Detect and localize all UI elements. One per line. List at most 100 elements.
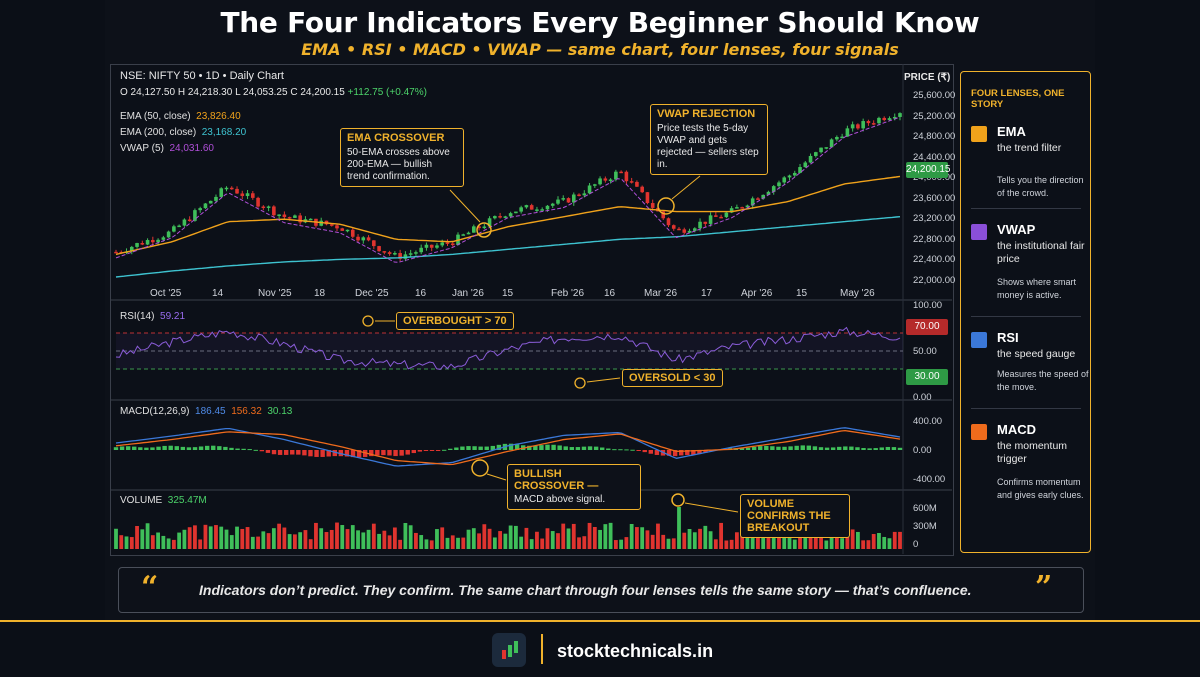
macd-label: MACD(12,26,9): [120, 406, 190, 417]
candle-body: [566, 198, 571, 203]
macd-tick-400: 400.00: [913, 416, 943, 427]
candle-body: [198, 208, 202, 211]
price-axis-title: PRICE (₹): [904, 72, 951, 83]
candle-body: [729, 208, 734, 213]
panel-ema-sub: the trend filter: [997, 142, 1062, 154]
candle-body: [382, 251, 387, 253]
rsi-band: [116, 333, 903, 369]
macd-histogram-bar: [587, 446, 593, 450]
volume-bar: [556, 533, 560, 549]
candle-body: [771, 186, 776, 192]
volume-bar: [266, 533, 271, 549]
volume-bar: [256, 536, 260, 549]
candle-body: [129, 246, 134, 252]
volume-bar: [724, 540, 729, 549]
volume-bar: [324, 532, 329, 549]
price-tick: 22,800.00: [913, 233, 956, 245]
candle-body: [161, 237, 166, 240]
candle-body: [545, 205, 550, 210]
volume-bar: [208, 526, 213, 549]
x-tick-label: 17: [701, 288, 713, 299]
volume-bar: [803, 528, 808, 549]
volume-bar: [824, 540, 829, 549]
volume-bar: [866, 540, 871, 549]
brand-name[interactable]: stocktechnicals.in: [557, 641, 714, 661]
volume-bar: [335, 522, 339, 549]
candle-body: [193, 210, 197, 221]
macd-histogram-bar: [369, 450, 374, 457]
candle-body: [498, 216, 502, 218]
volume-bar: [877, 533, 881, 549]
candle-body: [329, 224, 334, 226]
macd-histogram-bar: [861, 448, 866, 450]
macd-histogram-bar: [441, 449, 447, 451]
macd-histogram-bar: [600, 447, 605, 450]
candle-body: [235, 188, 239, 194]
macd-histogram-bar: [739, 448, 745, 450]
macd-histogram-bar: [891, 447, 897, 450]
quote-text: Indicators don’t predict. They confirm. …: [199, 582, 972, 598]
volume-bar: [403, 522, 408, 549]
volume-bar: [182, 529, 187, 549]
candle-body: [687, 230, 692, 233]
macd-histogram-bar: [551, 444, 556, 450]
candle-body: [524, 205, 529, 208]
macd-histogram-bar: [186, 447, 192, 450]
candle-body: [424, 244, 429, 248]
candle-body: [719, 216, 723, 219]
candle-body: [151, 240, 155, 243]
macd-histogram-bar: [174, 446, 179, 450]
legend-ema50: EMA (50, close) 23,826.40: [120, 111, 241, 122]
macd-histogram-bar: [223, 446, 228, 450]
volume-bar: [645, 530, 650, 549]
volume-bar: [503, 533, 508, 549]
x-tick-label: 16: [604, 288, 616, 299]
macd-histogram-bar: [612, 449, 617, 451]
panel-divider: [971, 208, 1081, 209]
volume-bar: [140, 529, 145, 549]
candle-body: [408, 253, 413, 255]
macd-histogram-bar: [180, 446, 186, 450]
macd-line: [115, 427, 901, 467]
macd-histogram-bar: [460, 446, 465, 450]
candle-body: [603, 178, 608, 181]
macd-histogram-bar: [782, 446, 787, 450]
macd-histogram-bar: [630, 449, 635, 451]
macd-histogram-bar: [563, 446, 568, 450]
macd-v3: 30.13: [267, 406, 293, 417]
candle-body: [787, 175, 792, 178]
macd-histogram-bar: [545, 444, 550, 450]
ema-crossover-callout: EMA CROSSOVER 50-EMA crosses above 200-E…: [340, 128, 464, 187]
candle-body: [287, 217, 292, 219]
macd-histogram-bar: [247, 449, 252, 451]
candle-body: [640, 186, 644, 193]
overbought-label: OVERBOUGHT > 70: [396, 312, 514, 330]
volume-bar: [561, 523, 566, 549]
volume-bar: [513, 525, 518, 549]
macd-histogram-bar: [490, 445, 496, 450]
candle-body: [519, 207, 523, 212]
rsi-30-tag: 30.00: [906, 369, 948, 385]
x-tick-label: Feb '26: [551, 288, 585, 299]
volume-bar: [492, 537, 497, 549]
macd-histogram-bar: [879, 447, 884, 450]
macd-histogram-bar: [703, 450, 708, 453]
volume-bar: [598, 529, 602, 549]
volume-bar: [429, 540, 434, 549]
macd-histogram-bar: [283, 450, 289, 455]
macd-histogram-bar: [290, 450, 295, 455]
macd-histogram-bar: [849, 446, 854, 450]
macd-histogram-bar: [132, 446, 137, 450]
rsi-legend: RSI(14) 59.21: [120, 311, 185, 322]
macd-histogram-bar: [745, 447, 751, 450]
volume-bar: [250, 536, 255, 549]
macd-histogram-bar: [229, 447, 234, 450]
macd-histogram-bar: [211, 445, 216, 450]
candle-body: [356, 236, 360, 241]
volume-bar: [871, 534, 876, 549]
macd-histogram-bar: [119, 446, 125, 450]
open-quote-icon: “: [141, 570, 159, 605]
macd-histogram-bar: [308, 450, 313, 457]
volume-bar: [456, 537, 460, 549]
macd-histogram-bar: [381, 450, 386, 456]
